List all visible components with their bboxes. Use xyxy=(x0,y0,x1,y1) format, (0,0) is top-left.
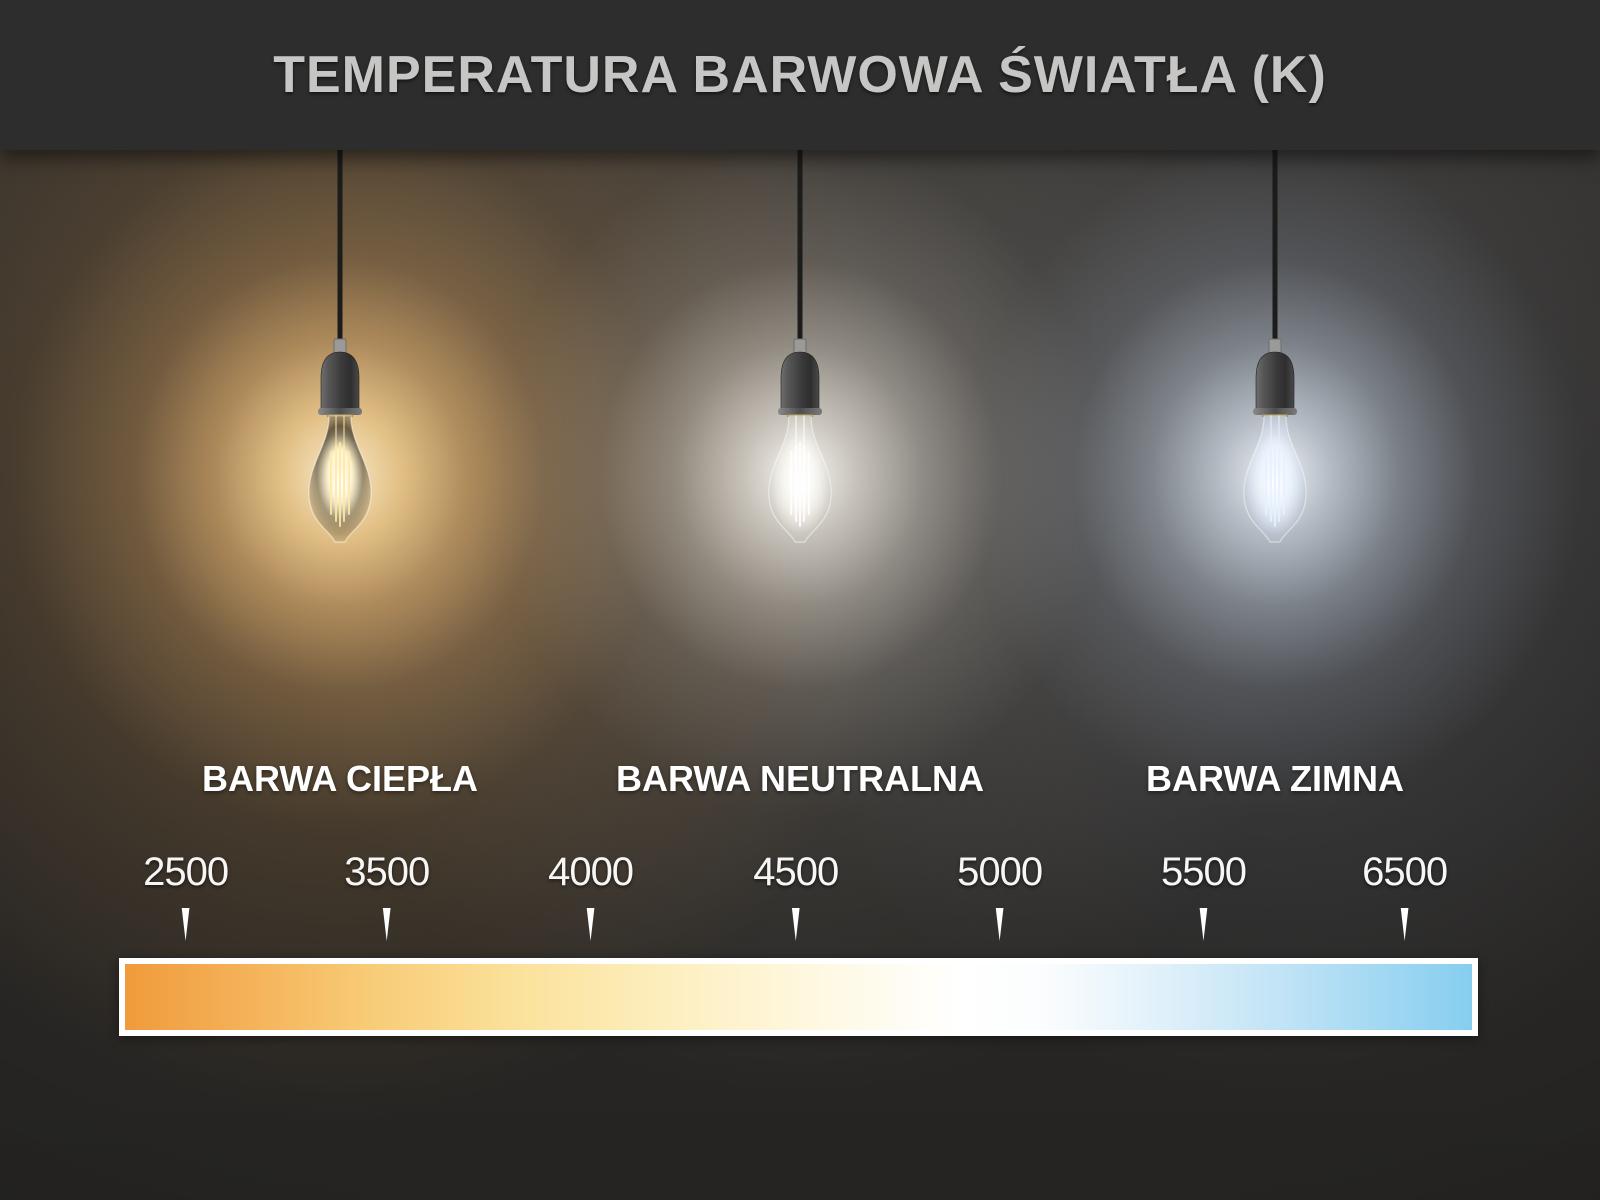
tick-value: 6500 xyxy=(1362,850,1448,894)
bulb-socket xyxy=(320,351,360,413)
scene: BARWA CIEPŁA BARWA NEUTRALNA BARWA ZIMNA… xyxy=(0,150,1600,1200)
temperature-gradient-bar xyxy=(119,958,1478,1036)
down-arrow-icon xyxy=(181,908,190,941)
down-arrow-icon xyxy=(995,908,1004,941)
label-warm-color: BARWA CIEPŁA xyxy=(201,758,479,799)
down-arrow-icon xyxy=(1400,908,1409,941)
tick-value: 3500 xyxy=(344,850,430,894)
scale-tick: 3500 xyxy=(344,850,430,941)
filament xyxy=(790,415,810,527)
header-band: TEMPERATURA BARWOWA ŚWIATŁA (K) xyxy=(0,0,1600,150)
bulb-socket xyxy=(780,351,820,413)
temperature-gradient-fill xyxy=(125,964,1472,1030)
filament xyxy=(330,415,350,527)
scale-tick: 5000 xyxy=(957,850,1043,941)
scale-tick: 5500 xyxy=(1160,850,1247,941)
bulb-socket xyxy=(1255,351,1295,413)
tick-value: 2500 xyxy=(143,850,229,894)
neutral-bulb-icon xyxy=(768,150,832,543)
cold-bulb-icon xyxy=(1243,150,1307,543)
down-arrow-icon xyxy=(586,908,595,941)
page-title: TEMPERATURA BARWOWA ŚWIATŁA (K) xyxy=(273,46,1327,104)
kelvin-scale: 2500 3500 4000 4500 5000 5500 xyxy=(119,852,1478,952)
scale-tick: 4500 xyxy=(753,850,839,941)
scale-tick: 2500 xyxy=(143,850,229,941)
tick-value: 4500 xyxy=(753,850,839,894)
tick-value: 5500 xyxy=(1160,850,1247,894)
label-neutral-color: BARWA NEUTRALNA xyxy=(616,758,984,799)
warm-bulb-icon xyxy=(308,150,372,543)
scale-tick: 4000 xyxy=(548,850,634,941)
down-arrow-icon xyxy=(791,908,800,941)
down-arrow-icon xyxy=(1199,908,1208,941)
scale-tick: 6500 xyxy=(1362,850,1448,941)
tick-value: 5000 xyxy=(957,850,1043,894)
filament xyxy=(1265,415,1285,527)
tick-value: 4000 xyxy=(548,850,634,894)
label-cold-color: BARWA ZIMNA xyxy=(1146,758,1404,799)
down-arrow-icon xyxy=(382,908,391,941)
